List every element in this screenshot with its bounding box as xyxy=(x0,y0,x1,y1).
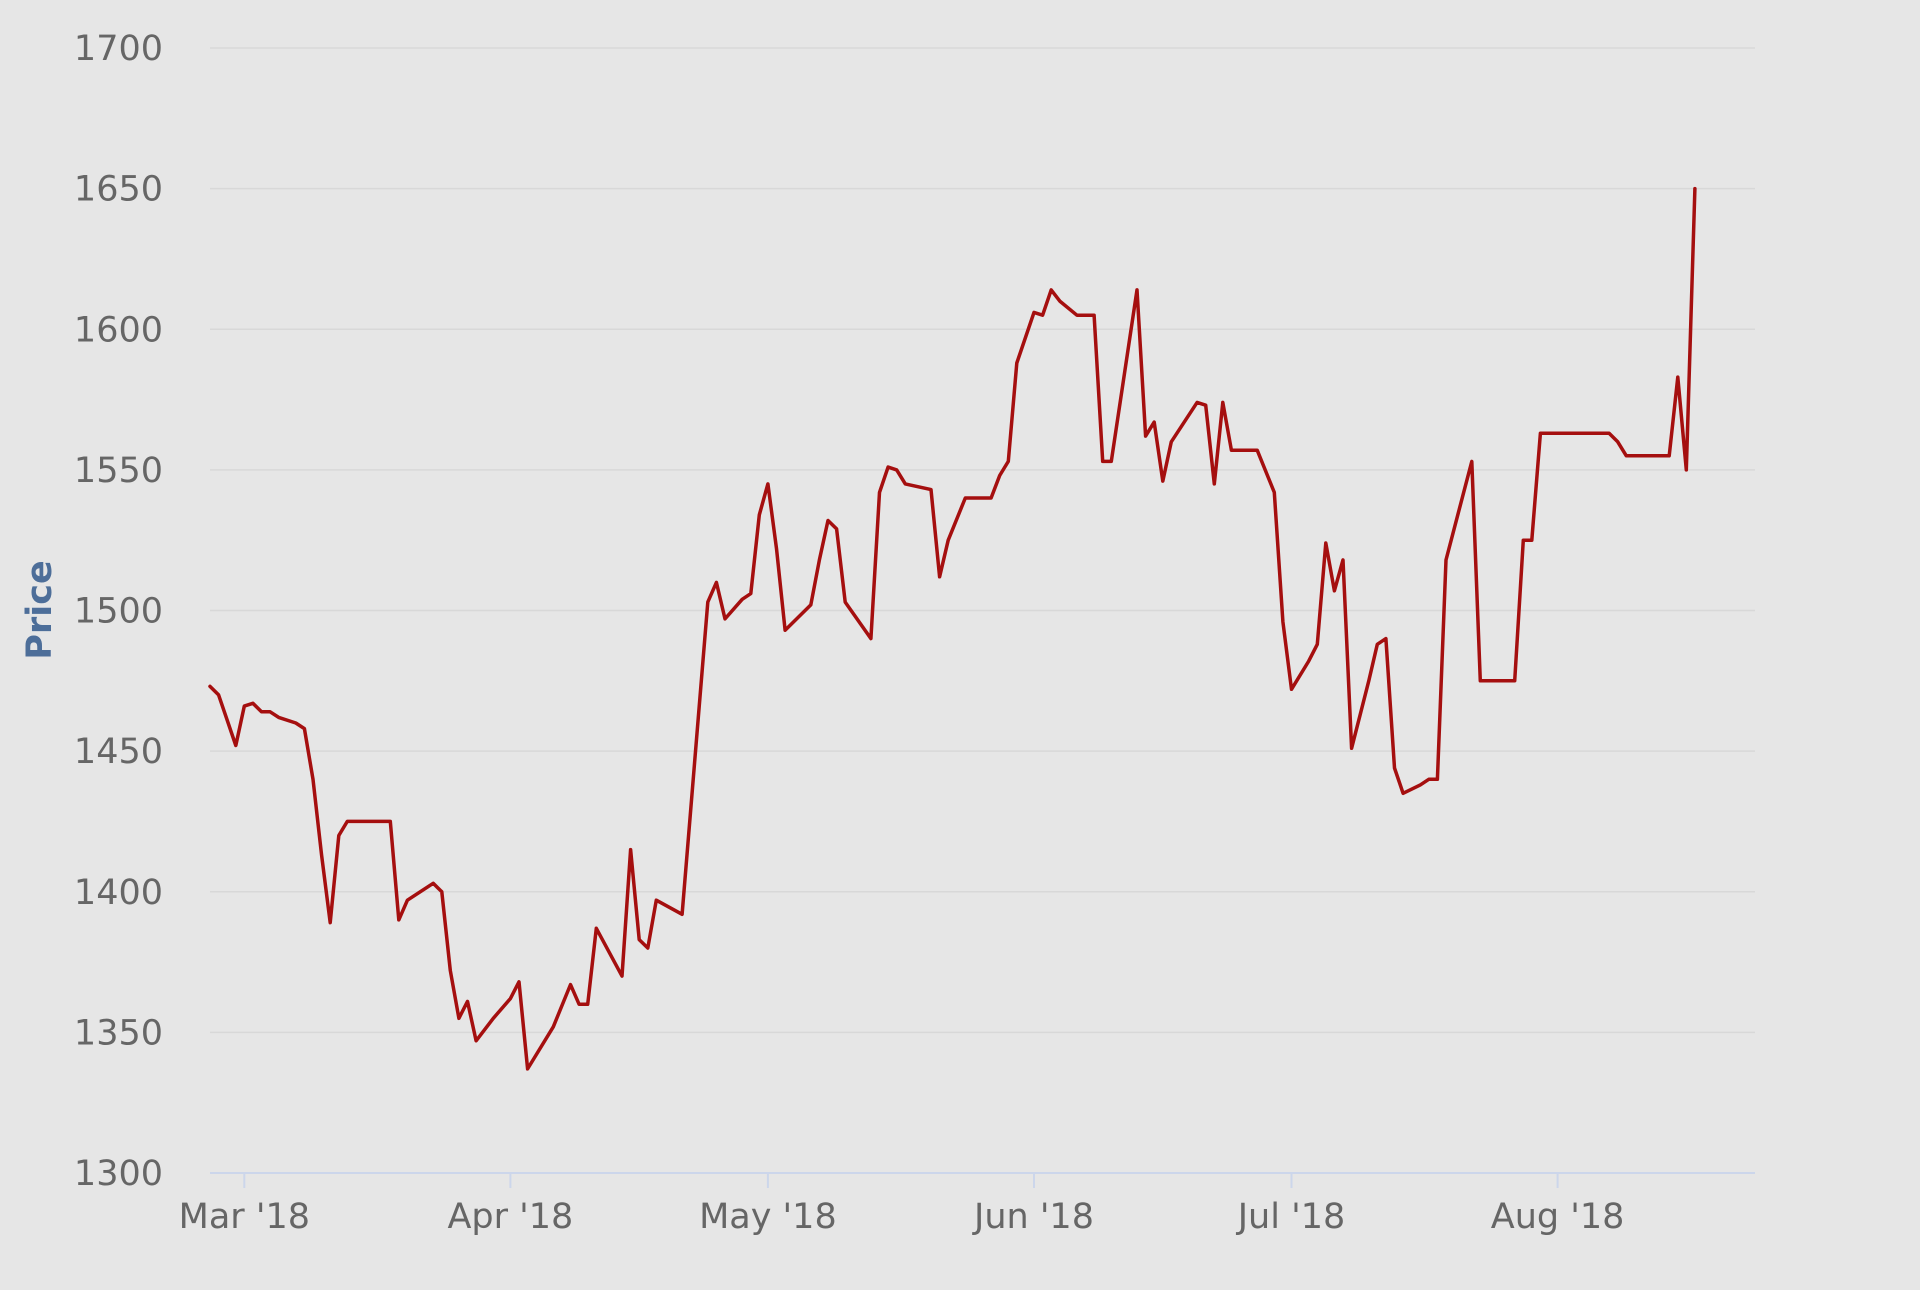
x-tick-label: Aug '18 xyxy=(1491,1197,1625,1237)
y-tick-label: 1500 xyxy=(74,592,163,632)
y-tick-label: 1550 xyxy=(74,451,163,491)
y-axis-title: Price xyxy=(20,560,60,659)
x-tick-label: May '18 xyxy=(699,1197,837,1237)
series-layer xyxy=(208,186,1697,1071)
x-tick-label: Jun '18 xyxy=(972,1197,1094,1237)
x-tick-label: Jul '18 xyxy=(1236,1197,1346,1237)
price-series-line xyxy=(208,186,1697,1071)
y-tick-label: 1400 xyxy=(74,873,163,913)
x-axis: Mar '18 Apr '18 May '18 Jun '18 Jul '18 Aug '… xyxy=(179,1172,1755,1237)
y-tick-label: 1700 xyxy=(74,29,163,69)
gridlines xyxy=(210,47,1755,1034)
x-tick-label: Mar '18 xyxy=(179,1197,310,1237)
y-tick-label: 1300 xyxy=(74,1154,163,1194)
y-tick-label: 1600 xyxy=(74,310,163,350)
y-tick-label: 1450 xyxy=(74,732,163,772)
y-tick-label: 1650 xyxy=(74,170,163,210)
y-axis: 1700 1650 1600 1550 1500 1450 1400 1350 1300 xyxy=(74,29,163,1194)
y-tick-label: 1350 xyxy=(74,1013,163,1053)
x-tick-label: Apr '18 xyxy=(447,1197,573,1237)
